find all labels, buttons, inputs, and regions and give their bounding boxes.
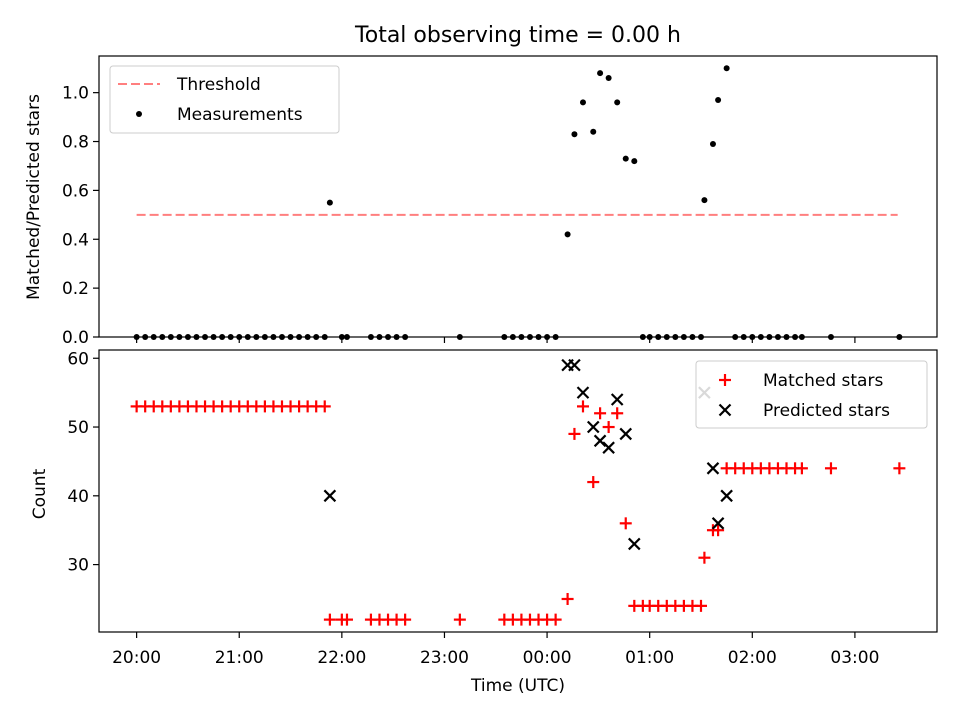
matched-point xyxy=(824,462,837,475)
matched-point xyxy=(611,407,624,420)
bottom-y-axis-label: Count xyxy=(30,468,50,519)
x-tick-label: 23:00 xyxy=(420,648,469,668)
predicted-point xyxy=(576,386,590,399)
legend-label: Predicted stars xyxy=(763,401,890,421)
matched-point xyxy=(602,421,615,434)
top-legend: Threshold Measurements xyxy=(109,65,340,134)
matched-point xyxy=(694,599,707,612)
matched-point xyxy=(399,613,412,626)
matched-point xyxy=(576,400,589,413)
top-plot-area xyxy=(133,65,903,340)
matched-point xyxy=(340,613,353,626)
measurement-point xyxy=(326,199,333,206)
predicted-point xyxy=(619,427,633,441)
legend-label: Matched stars xyxy=(763,371,883,391)
matched-point xyxy=(594,407,607,420)
predicted-point xyxy=(323,489,337,503)
matched-point xyxy=(323,613,336,626)
top-y-axis-label: Matched/Predicted stars xyxy=(24,94,44,300)
bottom-legend: Matched stars Predicted stars xyxy=(695,360,928,429)
measurement-point xyxy=(597,70,604,77)
figure-title: Total observing time = 0.00 h xyxy=(354,23,681,48)
predicted-point xyxy=(593,434,607,448)
bottom-x-axis: 20:00 21:00 22:00 23:00 00:00 01:00 02:00 03:00 xyxy=(112,632,879,668)
measurement-point xyxy=(723,65,730,72)
y-tick-label: 0.0 xyxy=(62,328,89,348)
measurement-point xyxy=(564,231,571,238)
y-tick-label: 60 xyxy=(67,349,89,369)
bottom-panel-count: 30 40 50 60 20:00 21:00 22:00 23:00 00:00 01:00 0… xyxy=(30,349,938,696)
legend-box xyxy=(695,360,928,429)
predicted-point xyxy=(628,537,641,551)
top-axes-frame xyxy=(98,55,938,338)
predicted-point xyxy=(568,358,581,372)
bottom-plot-area xyxy=(130,358,906,626)
x-tick-label: 03:00 xyxy=(830,648,879,668)
predicted-point xyxy=(602,441,615,454)
matched-point xyxy=(893,462,906,475)
x-tick-label: 02:00 xyxy=(728,648,777,668)
measurement-point xyxy=(571,131,578,138)
y-tick-label: 1.0 xyxy=(62,84,89,104)
measurement-point xyxy=(631,158,638,165)
matched-point xyxy=(453,613,466,626)
predicted-point xyxy=(711,517,725,530)
x-tick-label: 01:00 xyxy=(625,648,674,668)
x-tick-label: 21:00 xyxy=(215,648,264,668)
y-tick-label: 0.4 xyxy=(62,230,89,250)
legend-matched-swatch xyxy=(719,374,731,386)
legend-predicted-swatch xyxy=(718,403,732,417)
legend-label: Measurements xyxy=(177,105,303,125)
top-panel-ratio: 0.0 0.2 0.4 0.6 0.8 1.0 Matched/Predicted sta… xyxy=(24,55,938,348)
matched-point xyxy=(549,613,562,626)
measurement-point xyxy=(622,155,629,162)
measurement-point xyxy=(579,99,586,106)
legend-measurements-swatch xyxy=(136,111,142,117)
bottom-x-axis-label: Time (UTC) xyxy=(470,676,565,696)
bottom-y-axis: 30 40 50 60 xyxy=(67,349,99,576)
x-tick-label: 22:00 xyxy=(317,648,366,668)
measurement-point xyxy=(590,128,597,135)
x-tick-label: 00:00 xyxy=(523,648,572,668)
x-tick-label: 20:00 xyxy=(112,648,161,668)
predicted-point xyxy=(706,462,720,475)
matched-point xyxy=(795,462,808,475)
matched-point xyxy=(318,400,331,413)
measurement-point xyxy=(701,197,708,204)
legend-label: Threshold xyxy=(176,75,261,95)
measurement-point xyxy=(709,140,716,147)
measurement-point xyxy=(605,74,612,81)
predicted-point xyxy=(720,489,733,503)
bottom-axes-frame xyxy=(98,349,938,633)
y-tick-label: 40 xyxy=(67,487,89,507)
y-tick-label: 30 xyxy=(67,556,89,576)
y-tick-label: 0.2 xyxy=(62,279,89,299)
matched-point xyxy=(698,551,711,564)
predicted-point xyxy=(586,420,600,434)
predicted-point xyxy=(610,393,624,406)
matched-point xyxy=(561,592,574,605)
matched-point xyxy=(619,517,632,530)
matched-point xyxy=(712,524,725,537)
measurement-point xyxy=(715,96,722,103)
top-x-axis xyxy=(136,337,856,343)
measurement-point xyxy=(614,99,621,106)
matched-point xyxy=(568,427,581,440)
y-tick-label: 50 xyxy=(67,418,89,438)
y-tick-label: 0.6 xyxy=(62,181,89,201)
y-tick-label: 0.8 xyxy=(62,133,89,153)
legend-box xyxy=(109,65,340,134)
matched-point xyxy=(587,476,600,489)
top-y-axis: 0.0 0.2 0.4 0.6 0.8 1.0 xyxy=(62,84,99,348)
